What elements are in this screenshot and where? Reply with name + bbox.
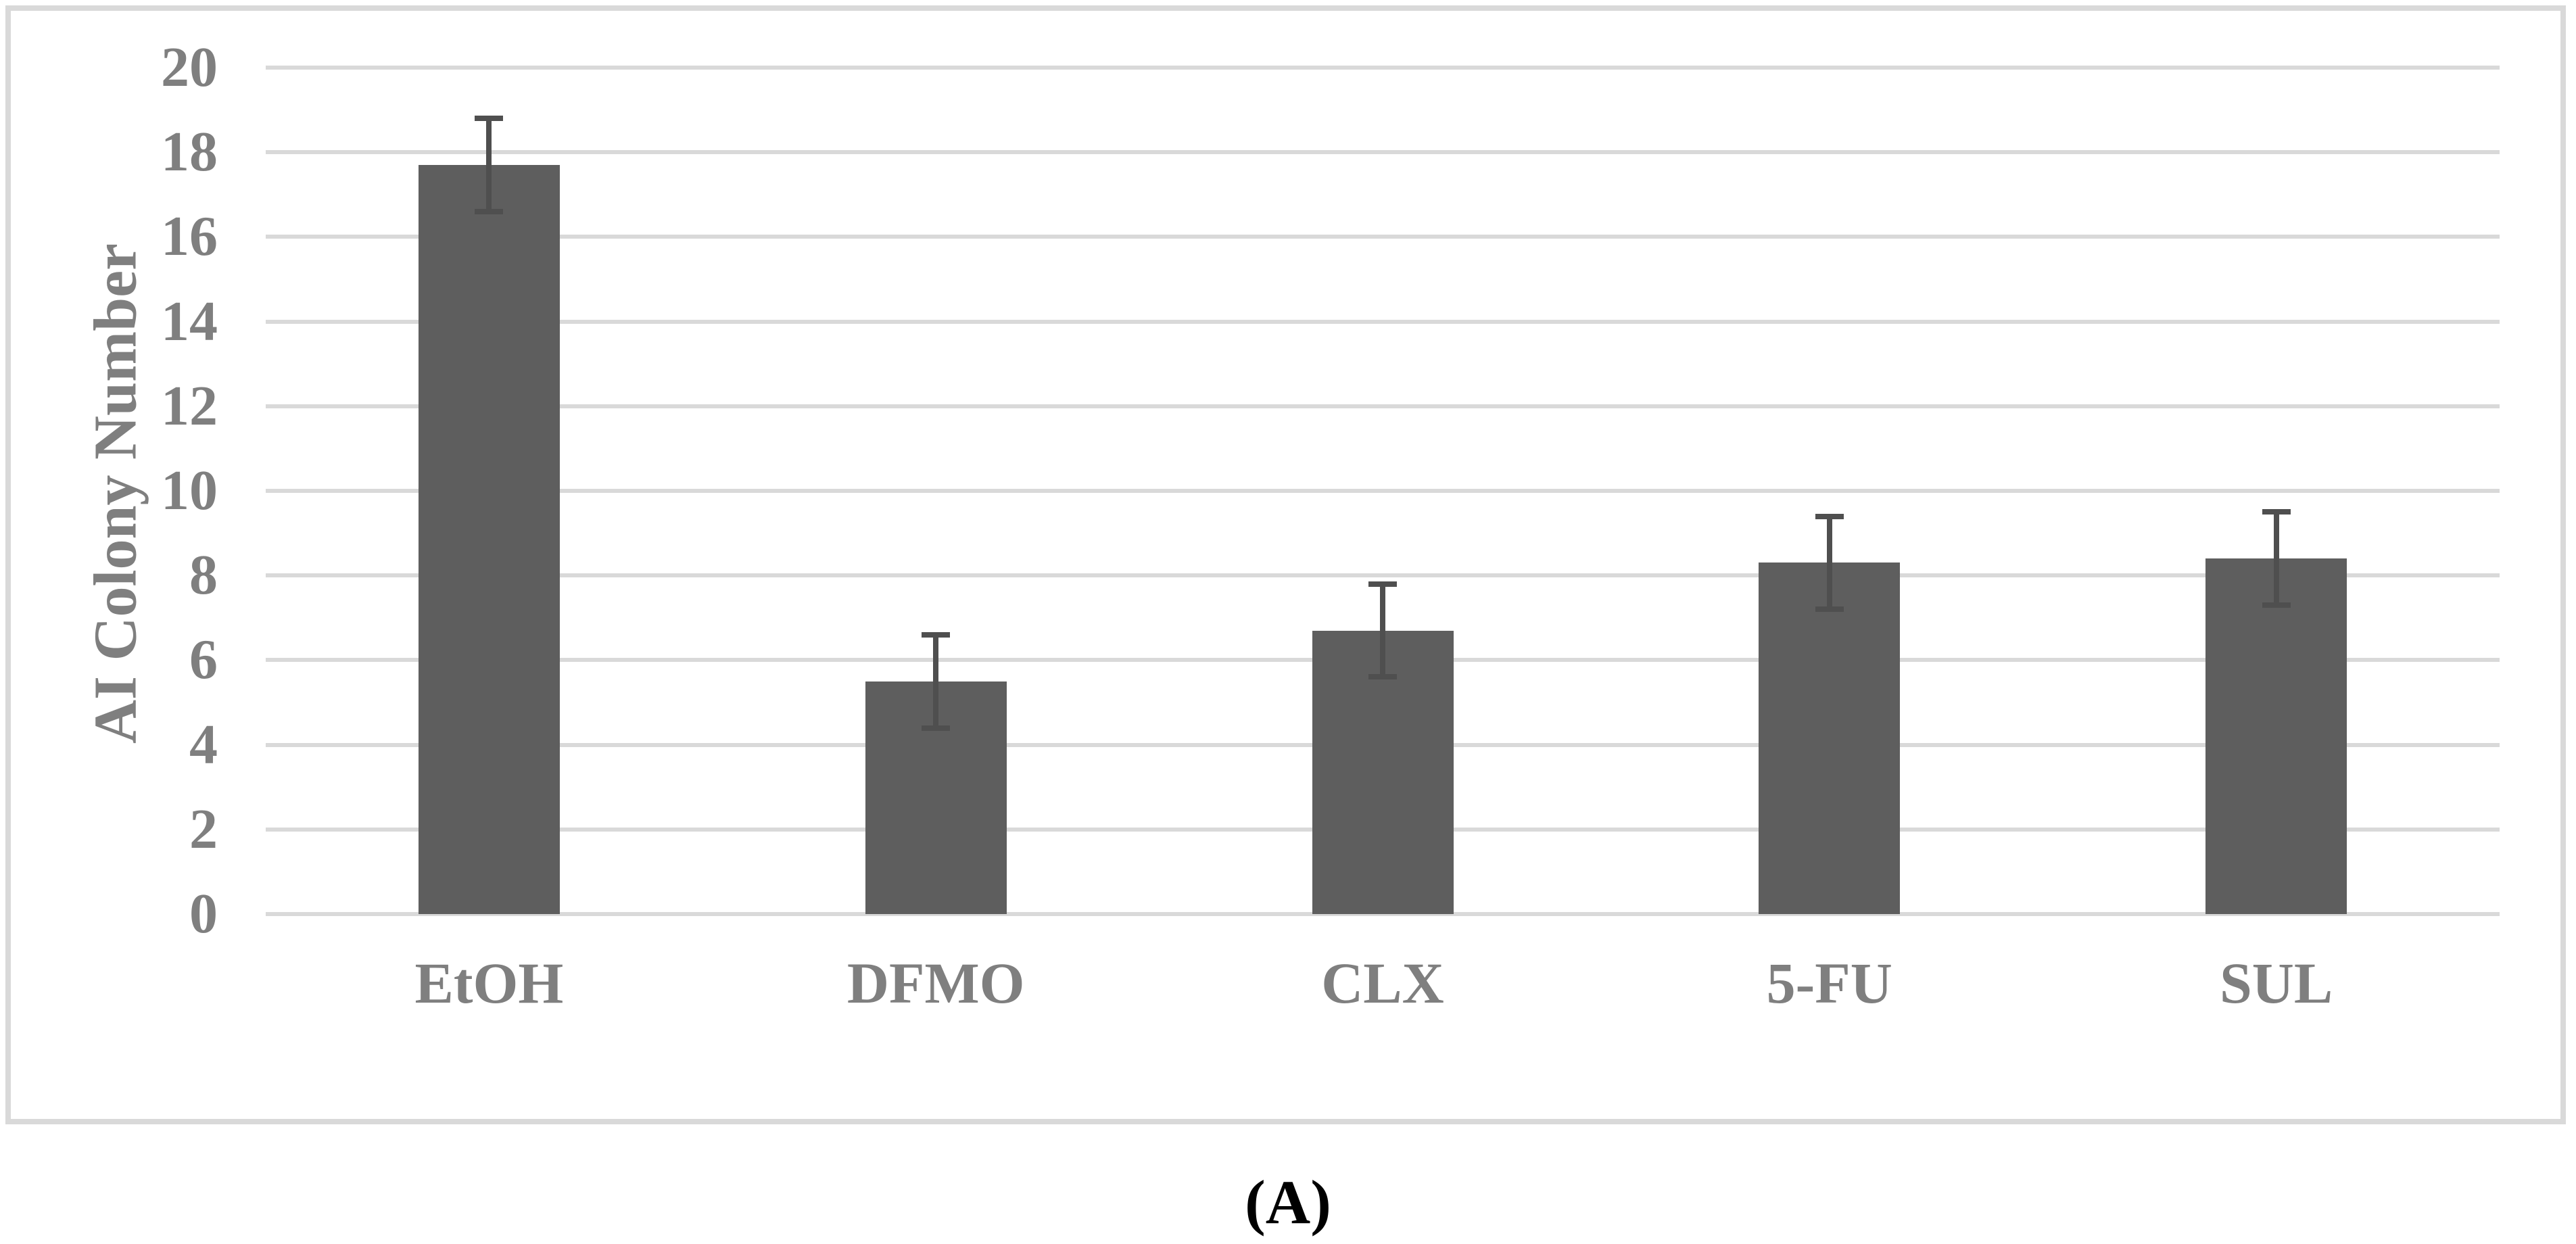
figure-caption: (A) — [1245, 1168, 1331, 1237]
chart-frame — [5, 5, 2566, 1124]
y-axis-title: AI Colony Number — [82, 243, 149, 744]
